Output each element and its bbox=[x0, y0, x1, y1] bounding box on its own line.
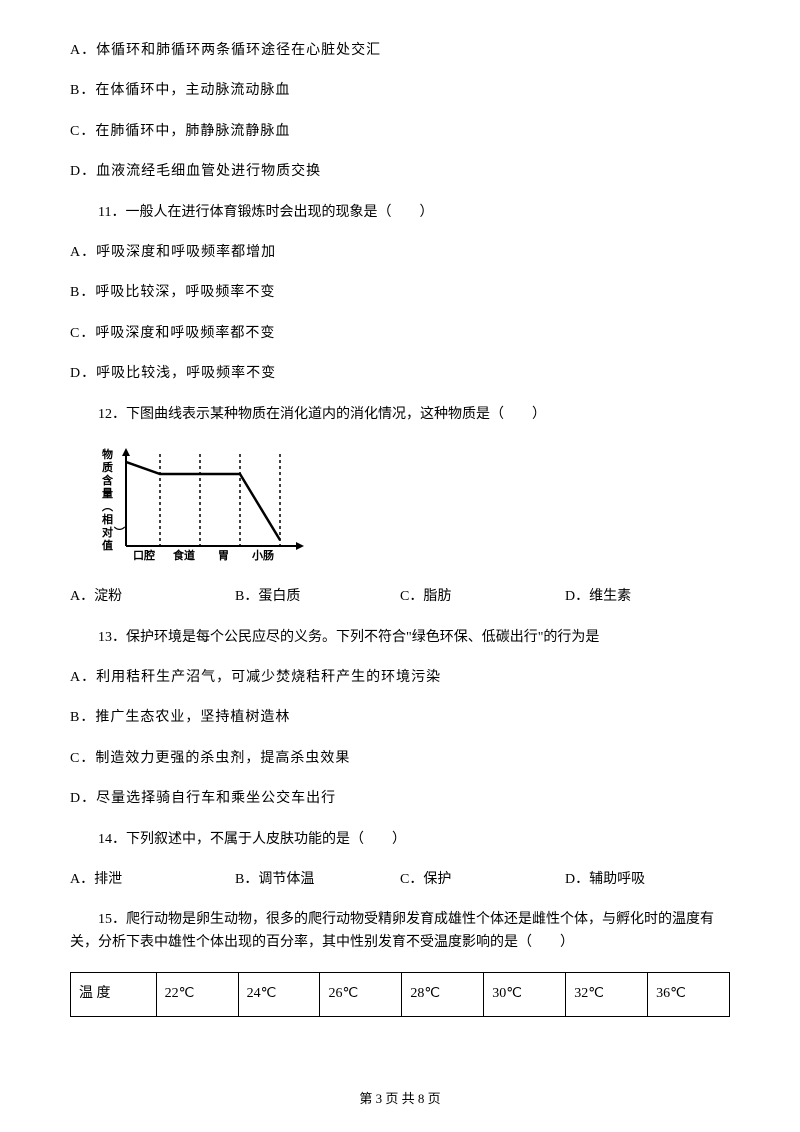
svg-text:食道: 食道 bbox=[173, 548, 195, 562]
svg-text:︶: ︶ bbox=[113, 525, 126, 539]
q14-text: 14．下列叙述中，不属于人皮肤功能的是（ ） bbox=[70, 829, 730, 851]
svg-text:小肠: 小肠 bbox=[251, 548, 274, 562]
table-cell: 28℃ bbox=[402, 973, 484, 1016]
q15-table: 温 度 22℃ 24℃ 26℃ 28℃ 30℃ 32℃ 36℃ bbox=[70, 972, 730, 1016]
svg-text:值: 值 bbox=[102, 538, 113, 552]
table-cell: 22℃ bbox=[156, 973, 238, 1016]
q12-text: 12．下图曲线表示某种物质在消化道内的消化情况，这种物质是（ ） bbox=[70, 404, 730, 426]
q14-option-c: C．保护 bbox=[400, 869, 565, 891]
table-cell: 30℃ bbox=[484, 973, 566, 1016]
svg-text:︵: ︵ bbox=[101, 501, 114, 513]
q15-text: 15．爬行动物是卵生动物，很多的爬行动物受精卵发育成雄性个体还是雌性个体，与孵化… bbox=[70, 909, 730, 954]
q13-text: 13．保护环境是每个公民应尽的义务。下列不符合"绿色环保、低碳出行"的行为是 bbox=[70, 627, 730, 649]
table-cell: 26℃ bbox=[320, 973, 402, 1016]
q13-option-b: B．推广生态农业，坚持植树造林 bbox=[70, 707, 730, 729]
q13-option-d: D．尽量选择骑自行车和乘坐公交车出行 bbox=[70, 788, 730, 810]
page-footer: 第 3 页 共 8 页 bbox=[0, 1089, 800, 1110]
q12-chart: 物 质 含 量 ︵ 相 对 ︶ 值 口腔 食道 胃 小肠 bbox=[100, 444, 730, 572]
q14-option-a: A．排泄 bbox=[70, 869, 235, 891]
svg-text:物: 物 bbox=[102, 447, 113, 461]
table-cell: 24℃ bbox=[238, 973, 320, 1016]
q14-option-d: D．辅助呼吸 bbox=[565, 869, 730, 891]
q11-option-c: C．呼吸深度和呼吸频率都不变 bbox=[70, 323, 730, 345]
q10-option-b: B．在体循环中，主动脉流动脉血 bbox=[70, 80, 730, 102]
q12-option-b: B．蛋白质 bbox=[235, 586, 400, 608]
q11-option-d: D．呼吸比较浅，呼吸频率不变 bbox=[70, 363, 730, 385]
q10-option-d: D．血液流经毛细血管处进行物质交换 bbox=[70, 161, 730, 183]
q14-options: A．排泄 B．调节体温 C．保护 D．辅助呼吸 bbox=[70, 869, 730, 891]
q11-text: 11．一般人在进行体育锻炼时会出现的现象是（ ） bbox=[70, 202, 730, 224]
q10-option-a: A．体循环和肺循环两条循环途径在心脏处交汇 bbox=[70, 40, 730, 62]
q11-option-b: B．呼吸比较深，呼吸频率不变 bbox=[70, 282, 730, 304]
table-cell: 32℃ bbox=[566, 973, 648, 1016]
table-row: 温 度 22℃ 24℃ 26℃ 28℃ 30℃ 32℃ 36℃ bbox=[71, 973, 730, 1016]
svg-text:相: 相 bbox=[102, 512, 113, 526]
q12-option-a: A．淀粉 bbox=[70, 586, 235, 608]
q14-option-b: B．调节体温 bbox=[235, 869, 400, 891]
svg-text:含: 含 bbox=[101, 473, 114, 487]
svg-text:胃: 胃 bbox=[218, 549, 229, 562]
q13-option-a: A．利用秸秆生产沼气，可减少焚烧秸秆产生的环境污染 bbox=[70, 667, 730, 689]
table-cell: 36℃ bbox=[648, 973, 730, 1016]
q11-option-a: A．呼吸深度和呼吸频率都增加 bbox=[70, 242, 730, 264]
q12-option-c: C．脂肪 bbox=[400, 586, 565, 608]
q13-option-c: C．制造效力更强的杀虫剂，提高杀虫效果 bbox=[70, 748, 730, 770]
table-header: 温 度 bbox=[71, 973, 157, 1016]
q12-option-d: D．维生素 bbox=[565, 586, 730, 608]
svg-text:质: 质 bbox=[102, 460, 113, 474]
q10-option-c: C．在肺循环中，肺静脉流静脉血 bbox=[70, 121, 730, 143]
q12-options: A．淀粉 B．蛋白质 C．脂肪 D．维生素 bbox=[70, 586, 730, 608]
svg-text:量: 量 bbox=[102, 487, 113, 500]
svg-text:口腔: 口腔 bbox=[133, 548, 155, 562]
svg-text:对: 对 bbox=[102, 525, 113, 539]
